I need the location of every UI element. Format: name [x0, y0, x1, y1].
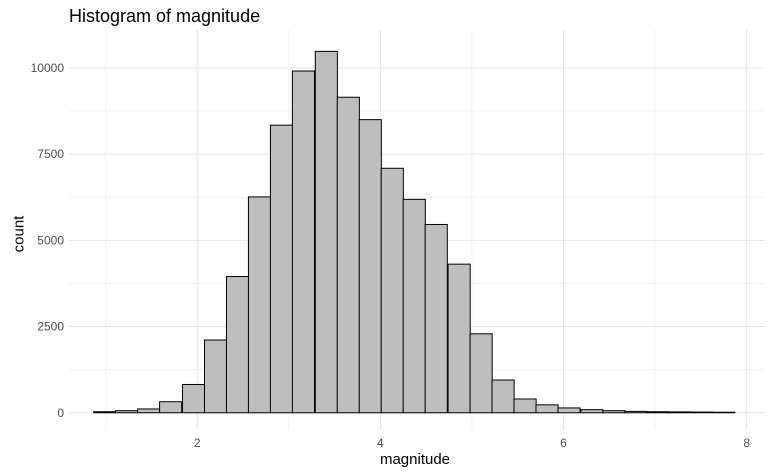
histogram-bar — [94, 412, 116, 413]
y-tick-label: 2500 — [37, 320, 64, 334]
histogram-bar — [425, 224, 447, 412]
x-tick-label: 4 — [377, 436, 384, 450]
histogram-bar — [182, 384, 204, 412]
histogram-bar — [292, 71, 314, 413]
histogram-bar — [359, 120, 381, 413]
histogram-bar — [270, 125, 292, 413]
histogram-bar — [514, 399, 536, 413]
x-tick-label: 6 — [560, 436, 567, 450]
histogram-bar — [669, 412, 691, 413]
histogram-bar — [204, 340, 226, 413]
histogram-bar — [492, 380, 514, 413]
y-tick-label: 5000 — [37, 233, 64, 247]
histogram-bar — [647, 412, 669, 413]
x-tick-label: 2 — [194, 436, 201, 450]
y-tick-label: 0 — [57, 406, 64, 420]
y-tick-label: 7500 — [37, 147, 64, 161]
y-tick-label: 10000 — [31, 61, 65, 75]
x-tick-label: 8 — [743, 436, 750, 450]
histogram-bar — [160, 402, 182, 413]
histogram-bar — [138, 409, 160, 413]
histogram-bar — [536, 405, 558, 413]
histogram-bar — [581, 410, 603, 413]
histogram-bar — [116, 411, 138, 413]
histogram-bar — [691, 412, 713, 413]
bar-layer — [94, 51, 735, 412]
histogram-bar — [558, 408, 580, 413]
histogram-bar — [337, 97, 359, 413]
histogram-bar — [470, 334, 492, 413]
histogram-bar — [381, 168, 403, 412]
histogram-bar — [713, 412, 735, 413]
histogram-bar — [403, 199, 425, 412]
histogram-bar — [448, 264, 470, 413]
histogram-bar — [625, 411, 647, 412]
histogram-bar — [315, 51, 337, 412]
histogram-bar — [248, 197, 270, 413]
histogram-bar — [226, 277, 248, 413]
histogram-bar — [603, 411, 625, 413]
